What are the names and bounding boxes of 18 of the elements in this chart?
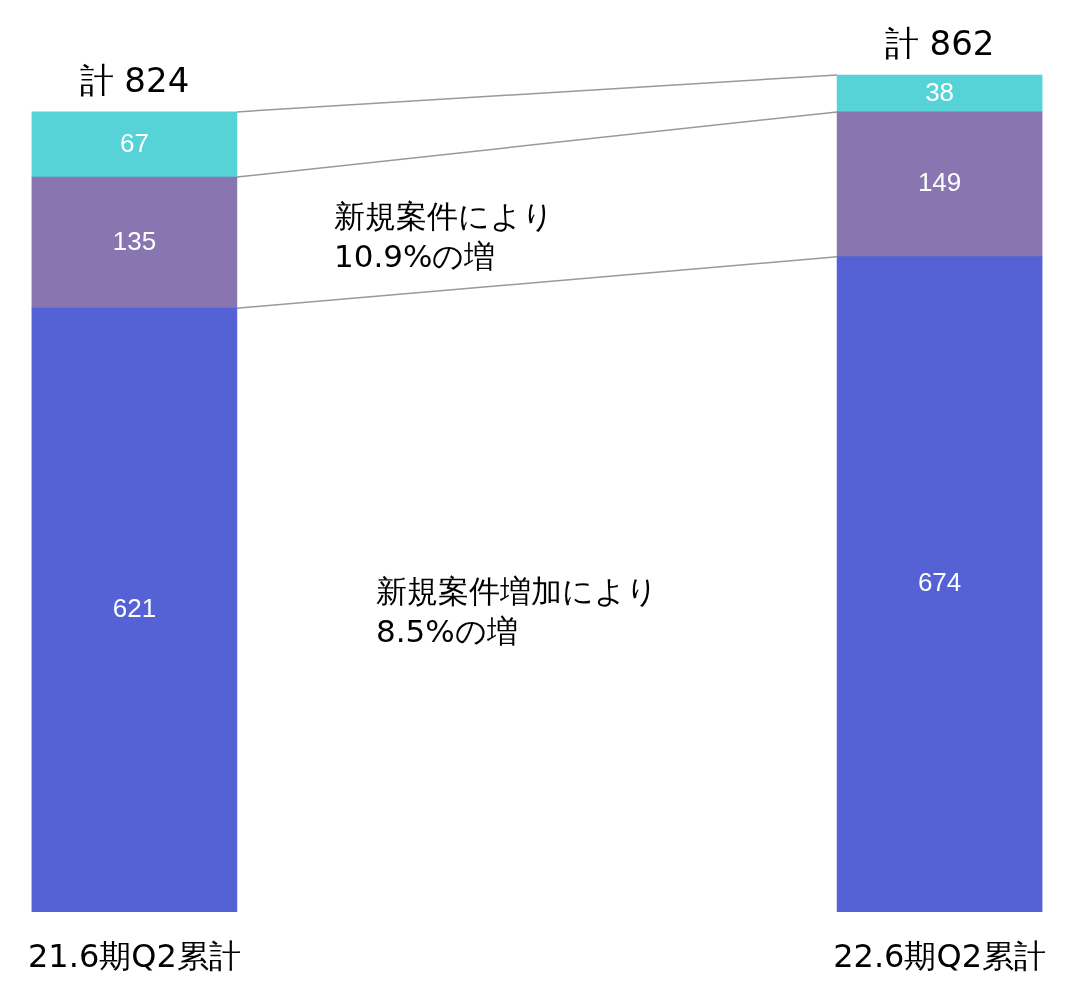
data-label: 149 [917, 167, 962, 198]
x-tick-label: 21.6期Q2累計 [28, 937, 241, 976]
total-label: 計 824 [79, 59, 190, 100]
total-label: 計 862 [884, 22, 995, 63]
data-label: 135 [112, 225, 157, 256]
bar [836, 256, 1043, 912]
bar [31, 307, 238, 912]
bar [836, 74, 1043, 113]
annotation: 新規案件増加により8.5%の増 [376, 572, 659, 652]
data-label: 67 [119, 127, 149, 158]
data-label: 38 [925, 76, 955, 107]
bar [31, 111, 238, 178]
x-tick-label: 22.6期Q2累計 [833, 937, 1046, 976]
annotation: 新規案件により10.9%の増 [334, 197, 555, 277]
bar [836, 111, 1043, 258]
data-label: 621 [112, 593, 157, 624]
bar [31, 176, 238, 309]
data-label: 674 [917, 567, 962, 598]
